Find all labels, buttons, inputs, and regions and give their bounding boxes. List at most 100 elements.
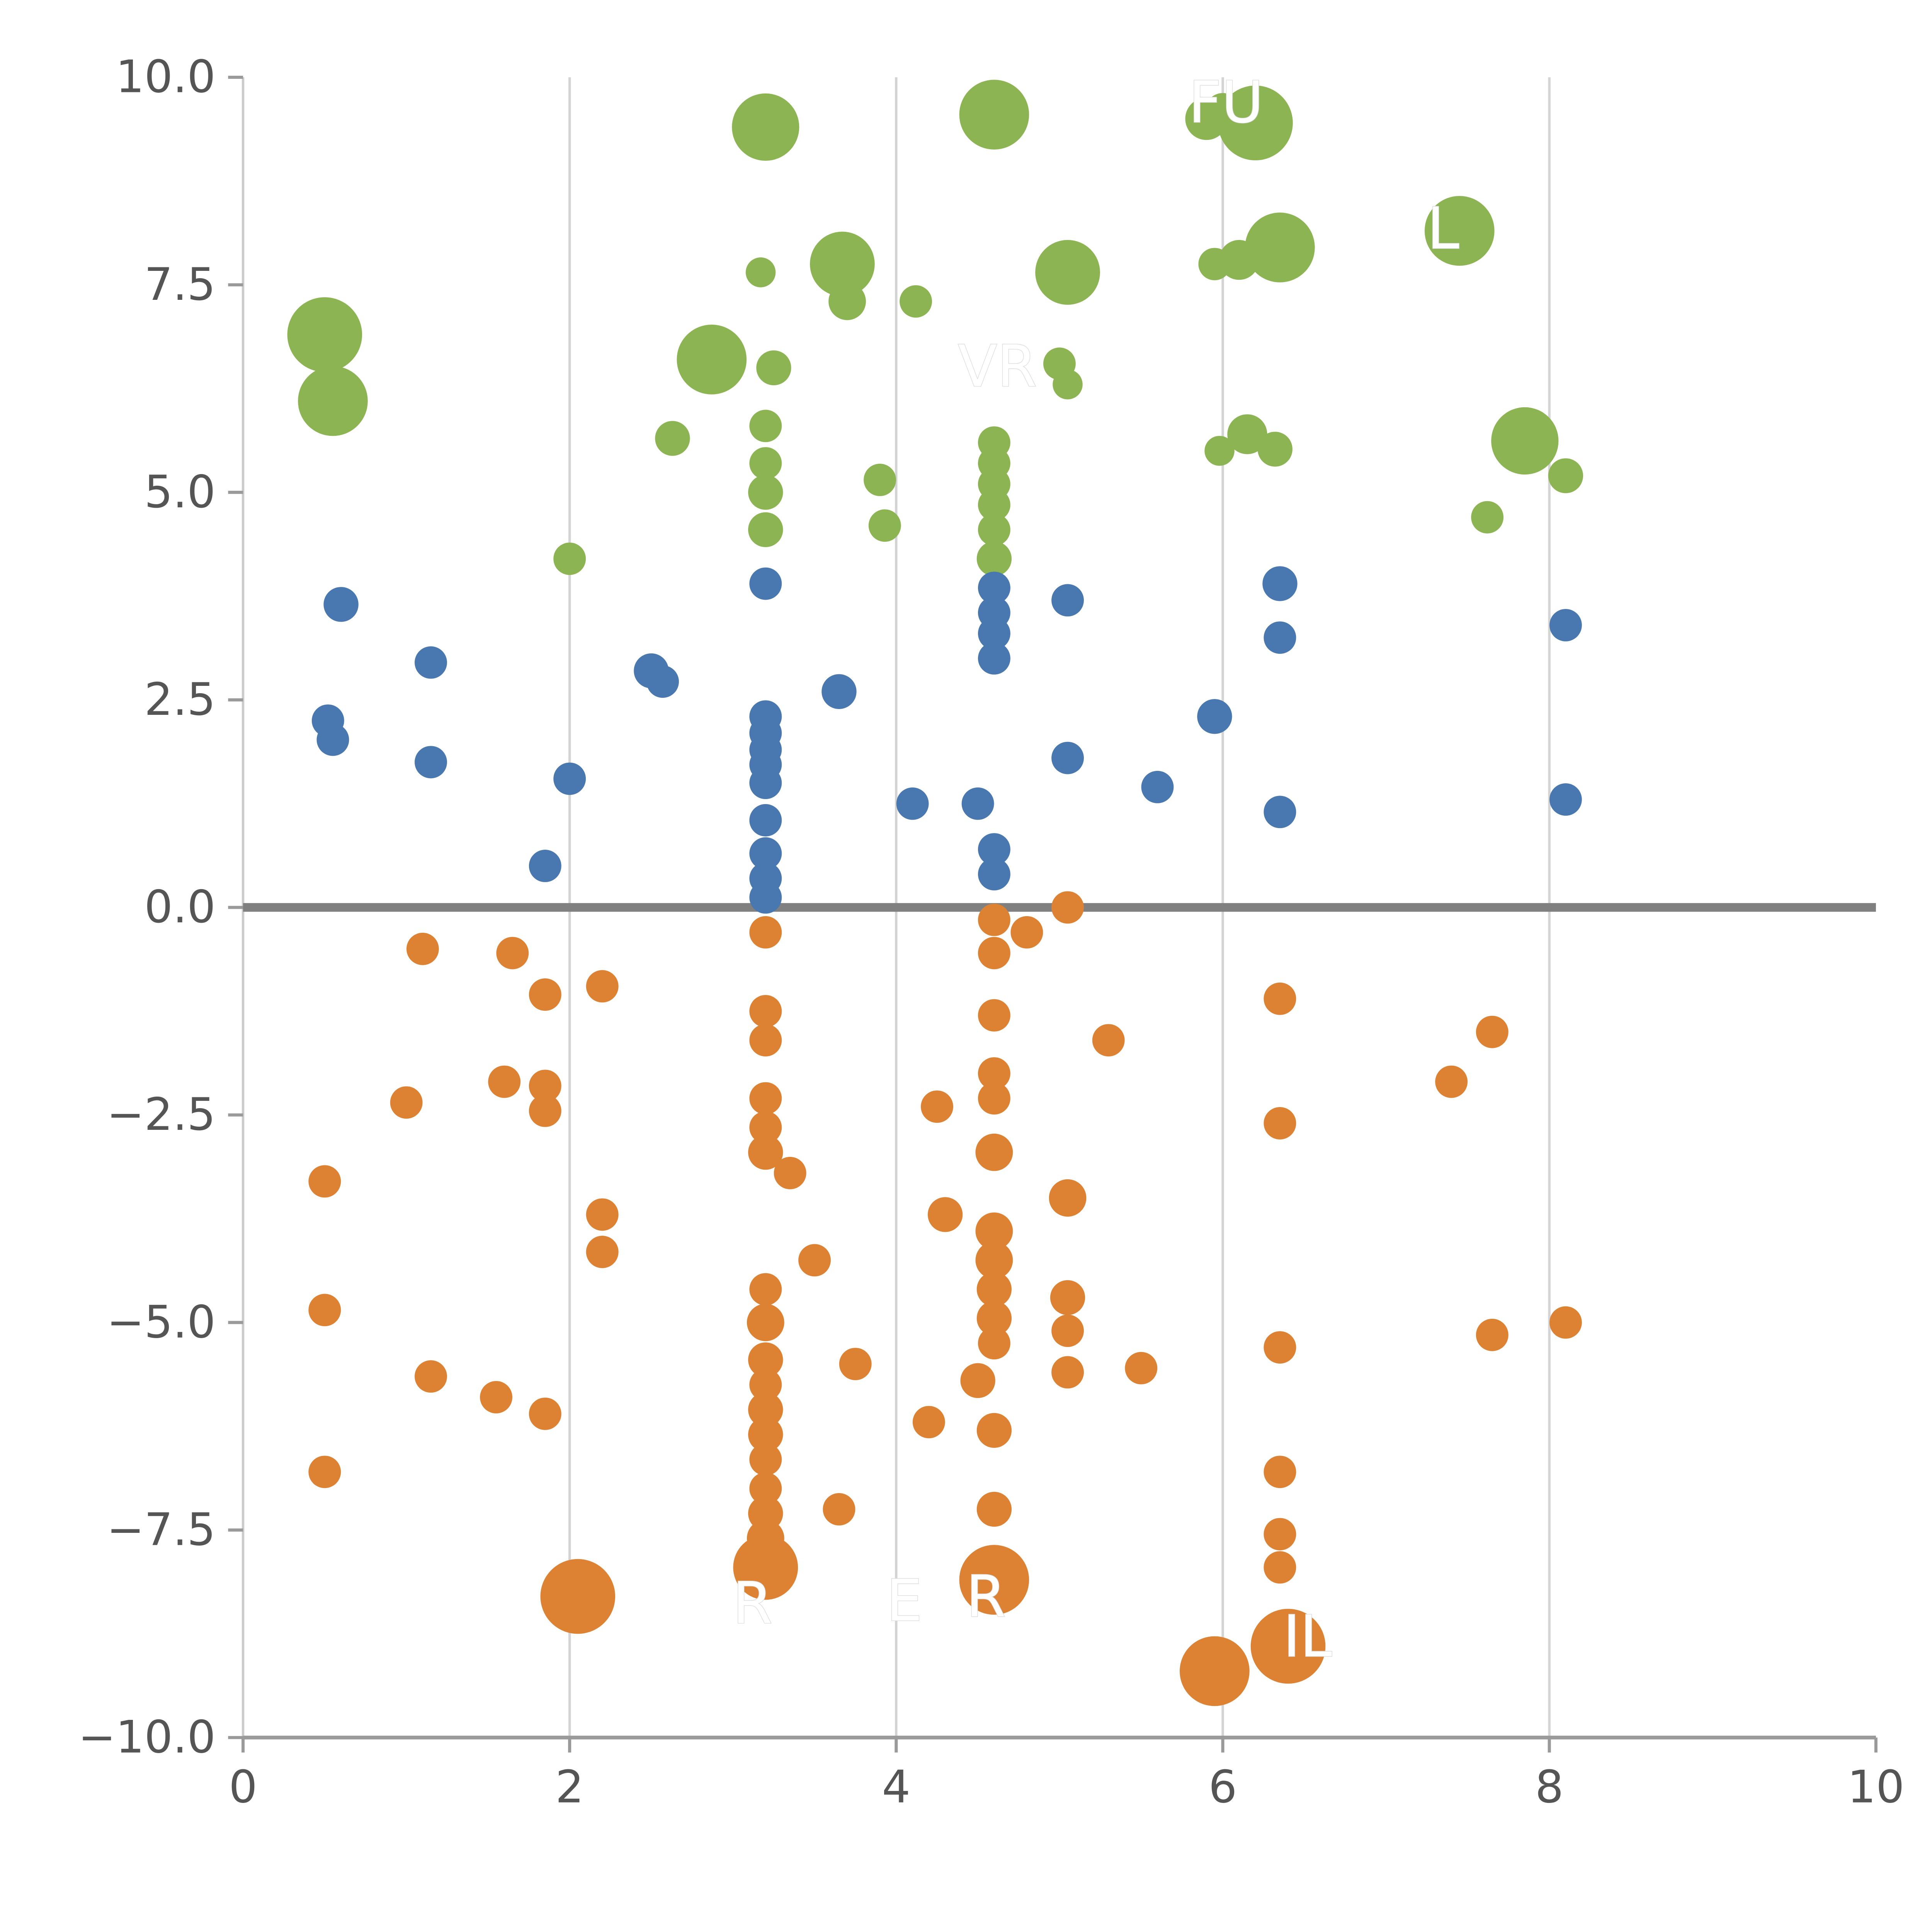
y-tick-label: 10.0 (116, 51, 216, 103)
data-point (745, 257, 776, 287)
bubble-label: IL (1283, 1603, 1332, 1670)
data-point (1050, 1280, 1085, 1315)
data-point (749, 995, 782, 1027)
data-point (586, 1236, 619, 1268)
data-point (316, 723, 349, 756)
data-point (1051, 891, 1084, 924)
data-point (1257, 432, 1293, 467)
data-point (1262, 566, 1298, 601)
data-point (1010, 916, 1043, 949)
data-point (529, 1070, 561, 1102)
data-point (1264, 621, 1296, 654)
data-point (975, 1212, 1013, 1250)
data-point (1053, 369, 1083, 400)
data-point (749, 1111, 782, 1144)
data-point (1264, 1551, 1296, 1584)
data-point (733, 1535, 798, 1600)
data-point (1548, 458, 1583, 493)
data-point (1205, 93, 1240, 128)
data-point (1549, 609, 1582, 641)
data-point (1051, 742, 1084, 774)
data-point (749, 1082, 782, 1115)
data-point (748, 1135, 783, 1170)
data-point (749, 410, 782, 442)
data-point (749, 804, 782, 837)
x-axis-ticks: 0 2 4 6 8 10 (229, 1737, 1905, 1813)
data-point (677, 325, 747, 395)
series-green (287, 80, 1583, 577)
data-point (976, 541, 1012, 577)
data-point (960, 1363, 995, 1398)
data-point (1264, 1518, 1296, 1551)
data-point (1051, 584, 1084, 617)
data-point (390, 1086, 423, 1119)
data-point (978, 642, 1010, 675)
data-point (586, 1198, 619, 1231)
y-axis-ticks: −10.0 −7.5 −5.0 −2.5 0.0 2.5 5.0 7.5 10.0 (78, 51, 243, 1763)
data-point (655, 421, 690, 456)
data-point (1125, 1352, 1158, 1384)
y-tick-label: 0.0 (144, 881, 216, 933)
data-point (821, 674, 857, 709)
data-point (1491, 407, 1559, 475)
data-point (748, 1342, 783, 1378)
data-point (1476, 1318, 1509, 1351)
data-point (415, 1360, 447, 1393)
data-point (1049, 1179, 1087, 1217)
data-point (978, 1057, 1010, 1090)
data-point (406, 932, 439, 965)
data-point (978, 833, 1010, 866)
data-point (308, 1456, 341, 1488)
y-tick-label: −5.0 (107, 1296, 216, 1348)
data-point (1424, 196, 1495, 266)
series-orange (308, 891, 1582, 1706)
x-tick-label: 8 (1535, 1761, 1564, 1813)
data-point (1197, 699, 1232, 734)
y-tick-label: 5.0 (144, 466, 216, 518)
data-point (927, 1197, 963, 1232)
data-point (646, 665, 679, 698)
data-point (732, 93, 799, 161)
bubble-label: VR (958, 333, 1037, 400)
data-point (978, 937, 1010, 969)
data-point (748, 512, 783, 548)
data-point (756, 350, 791, 386)
data-point (748, 1417, 783, 1452)
data-point (1035, 240, 1100, 305)
x-tick-label: 2 (555, 1761, 584, 1813)
y-tick-label: 7.5 (144, 259, 216, 311)
bubble-label: R (966, 1563, 1006, 1630)
x-tick-label: 10 (1847, 1761, 1905, 1813)
data-point (1476, 1015, 1509, 1048)
data-point (900, 285, 932, 318)
data-point (1141, 770, 1174, 803)
data-point (1264, 1456, 1296, 1488)
series-blue (311, 566, 1582, 914)
data-point (747, 1304, 784, 1341)
data-point (978, 1327, 1010, 1360)
y-tick-label: −10.0 (78, 1711, 216, 1763)
data-point (1051, 1356, 1084, 1389)
data-point (287, 297, 362, 372)
data-point (823, 1493, 855, 1526)
data-point (749, 881, 782, 914)
data-point (749, 1273, 782, 1306)
data-point (749, 447, 782, 480)
data-point (308, 1165, 341, 1198)
data-point (978, 488, 1010, 521)
data-point (415, 746, 447, 779)
data-point (774, 1156, 806, 1189)
data-point (529, 850, 561, 882)
data-point (1471, 501, 1504, 534)
x-tick-label: 6 (1209, 1761, 1237, 1813)
data-point (529, 978, 561, 1011)
data-point (1092, 1024, 1125, 1057)
data-point (749, 1443, 782, 1476)
data-point (1549, 1306, 1582, 1339)
data-point (978, 513, 1010, 546)
data-point (1051, 1315, 1084, 1347)
data-point (1549, 783, 1582, 816)
data-point (976, 1301, 1012, 1336)
data-point (975, 1242, 1013, 1279)
